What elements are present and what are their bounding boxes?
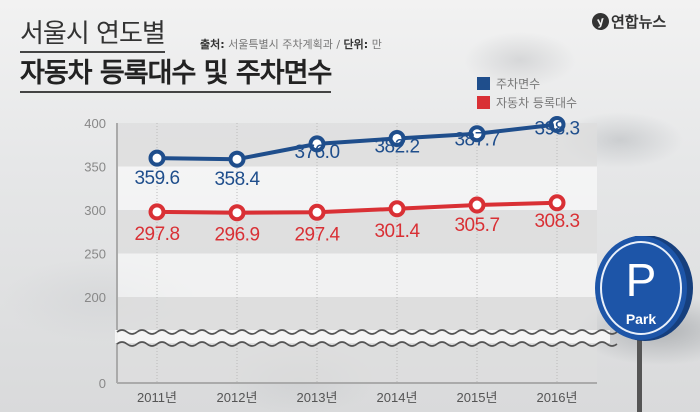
axis-break-icon: [116, 329, 618, 335]
x-tick-label: 2011년: [137, 390, 177, 405]
x-tick-label: 2016년: [537, 390, 578, 405]
sign-letter: P: [626, 254, 657, 306]
unit-label: 단위:: [343, 38, 369, 51]
y-tick-label: 0: [99, 376, 106, 391]
data-label: 297.8: [134, 224, 179, 245]
data-point-marker: [548, 115, 566, 133]
sign-pole: [637, 336, 642, 412]
sign-text: Park: [626, 311, 657, 327]
series-line: [156, 122, 558, 162]
y-tick-label: 350: [84, 160, 106, 175]
data-point-marker: [228, 204, 246, 222]
legend-swatch-blue-icon: [477, 77, 490, 90]
data-label: 398.3: [534, 118, 579, 139]
legend-swatch-red-icon: [477, 96, 490, 109]
legend-label: 자동차 등록대수: [496, 96, 578, 110]
data-label: 296.9: [214, 225, 259, 246]
x-tick-label: 2012년: [217, 390, 258, 405]
y-tick-label: 200: [84, 290, 106, 305]
data-label: 376.0: [294, 142, 339, 163]
y-tick-label: 250: [84, 247, 106, 262]
data-point-marker: [308, 203, 326, 221]
x-tick-label: 2015년: [457, 390, 498, 405]
yonhap-logo: y 연합뉴스: [590, 11, 667, 32]
data-point-marker: [468, 125, 486, 143]
data-label: 382.2: [374, 136, 419, 157]
series-line: [156, 200, 558, 215]
chart-legend: 주차면수 자동차 등록대수: [477, 74, 577, 112]
data-point-marker: [388, 200, 406, 218]
data-point-marker: [468, 196, 486, 214]
data-label: 297.4: [294, 224, 340, 245]
title-line-2: 자동차 등록대수 및 주차면수: [20, 57, 332, 93]
data-label: 359.6: [134, 168, 179, 189]
unit-value: 만: [371, 38, 382, 51]
sign-disc: [595, 236, 687, 340]
parking-sign: P Park: [585, 235, 700, 412]
data-point-marker: [148, 203, 166, 221]
data-label: 358.4: [214, 169, 260, 190]
title-block: 서울시 연도별: [20, 18, 166, 53]
data-point-marker: [148, 149, 166, 167]
data-point-marker: [388, 129, 406, 147]
y-tick-label: 300: [84, 203, 106, 218]
legend-label: 주차면수: [496, 77, 541, 91]
x-tick-label: 2014년: [377, 390, 418, 405]
legend-item-parking: 주차면수: [477, 74, 577, 93]
data-label: 301.4: [374, 221, 420, 242]
logo-text: 연합뉴스: [611, 13, 667, 31]
data-label: 387.7: [454, 130, 499, 151]
data-label: 308.3: [534, 211, 579, 232]
data-point-marker: [228, 150, 246, 168]
source-note: 출처: 서울특별시 주차계획과 / 단위: 만: [200, 36, 382, 52]
data-point-marker: [308, 135, 326, 153]
data-point-marker: [548, 194, 566, 212]
y-tick-label: 400: [84, 116, 106, 131]
data-label: 305.7: [454, 215, 499, 236]
separator: /: [336, 38, 344, 51]
title-line-1: 서울시 연도별: [20, 18, 166, 53]
source-value: 서울특별시 주차계획과: [228, 38, 333, 51]
x-tick-label: 2013년: [297, 390, 338, 405]
source-label: 출처:: [200, 38, 225, 51]
legend-item-cars: 자동차 등록대수: [477, 93, 577, 112]
